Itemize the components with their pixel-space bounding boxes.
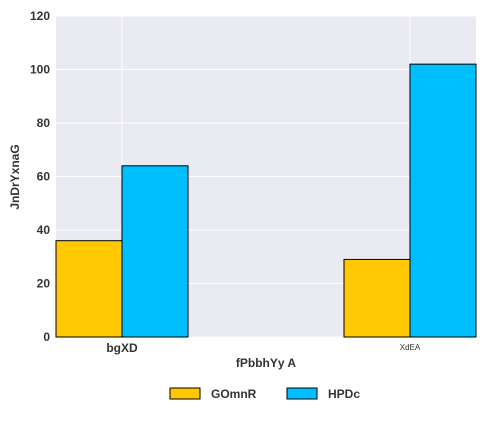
bars	[55, 63, 477, 338]
y-axis-title: JnDrYxnaG	[8, 144, 22, 209]
x-tick-label: bgXD	[106, 341, 138, 355]
y-tick-label: 100	[30, 63, 50, 77]
y-tick-label: 40	[37, 223, 51, 237]
x-tick-label: XdEA	[400, 343, 421, 352]
y-tick-label: 80	[37, 116, 51, 130]
bar-HPDc-bgXD	[121, 165, 189, 338]
legend-label: GOmnR	[211, 387, 257, 401]
bar-GOmnR-bgXD	[55, 240, 123, 338]
y-tick-labels: 0 20 40 60 80 100 120	[30, 9, 50, 344]
x-tick-labels: bgXD XdEA	[106, 341, 421, 355]
x-axis-title: fPbbhYy A	[236, 356, 297, 370]
y-tick-label: 120	[30, 9, 50, 23]
legend-swatch-HPDc	[286, 387, 318, 400]
bar-HPDc-XdEA	[409, 63, 477, 338]
legend-swatch-GOmnR	[169, 387, 201, 400]
y-tick-label: 0	[43, 330, 50, 344]
bar-GOmnR-XdEA	[343, 258, 411, 338]
y-tick-label: 20	[37, 277, 51, 291]
y-tick-label: 60	[37, 170, 51, 184]
legend-label: HPDc	[328, 387, 360, 401]
legend: GOmnR HPDc	[169, 387, 360, 401]
